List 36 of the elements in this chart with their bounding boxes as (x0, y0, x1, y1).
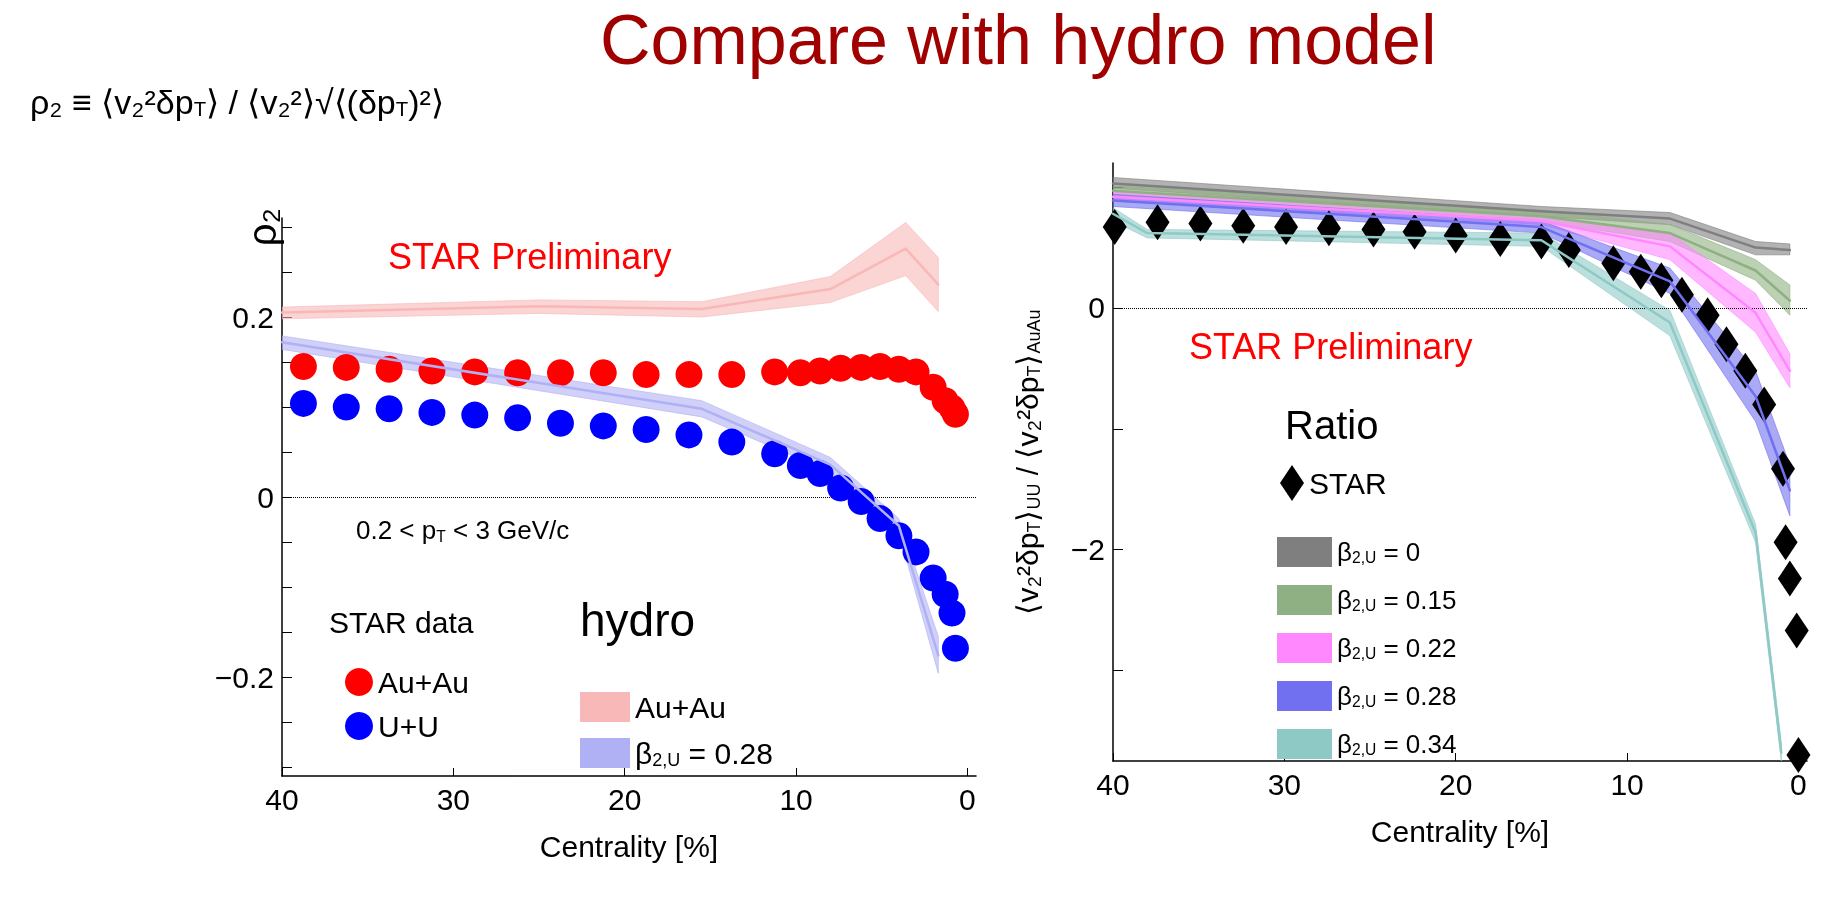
y-axis-title: ⟨v₂²δpT⟩UU / ⟨v₂²δpT⟩AuAu (1010, 309, 1044, 615)
legend-label: Au+Au (635, 690, 726, 724)
legend-label: β2,U = 0.15 (1337, 585, 1457, 615)
legend-label: U+U (378, 709, 439, 743)
x-tick-label: 30 (436, 782, 471, 816)
annotation: STAR Preliminary (388, 235, 672, 277)
y-tick-label: 0.2 (232, 300, 274, 334)
x-axis-title: Centrality [%] (1370, 814, 1550, 848)
legend-label: β2,U = 0.22 (1337, 633, 1457, 663)
x-tick-label: 0 (1790, 767, 1807, 801)
annotation: hydro (580, 594, 696, 647)
legend-label: Au+Au (378, 665, 469, 699)
legend-title: Ratio (1285, 403, 1379, 447)
x-tick-label: 40 (1096, 767, 1130, 801)
legend-label: β2,U = 0.28 (1337, 681, 1457, 711)
x-axis-title: Centrality [%] (539, 829, 719, 863)
x-tick-label: 10 (779, 782, 813, 816)
y-tick-label: −0.2 (214, 660, 274, 694)
x-tick-label: 40 (265, 782, 299, 816)
x-tick-label: 30 (1267, 767, 1302, 801)
legend-title: STAR data (329, 605, 474, 639)
legend-label: β2,U = 0 (1337, 537, 1421, 567)
x-tick-label: 10 (1610, 767, 1644, 801)
y-tick-label: 0 (257, 480, 274, 514)
y-axis-title: ρ₂ (240, 208, 284, 247)
y-tick-label: −2 (1070, 533, 1105, 567)
legend-label: β2,U = 0.34 (1337, 729, 1457, 759)
legend-label: STAR (1309, 466, 1387, 500)
x-tick-label: 20 (1439, 767, 1473, 801)
x-tick-label: 20 (608, 782, 642, 816)
annotation: STAR Preliminary (1189, 325, 1473, 367)
chart-title: Compare with hydro model (600, 0, 1437, 80)
text: ρ₂ ≡ ⟨v₂²δpT⟩ / ⟨v₂²⟩√⟨(δpT)²⟩ (30, 82, 444, 121)
x-tick-label: 0 (959, 782, 976, 816)
legend-label: β2,U = 0.28 (635, 736, 773, 770)
annotation: 0.2 < pT < 3 GeV/c (356, 515, 570, 546)
